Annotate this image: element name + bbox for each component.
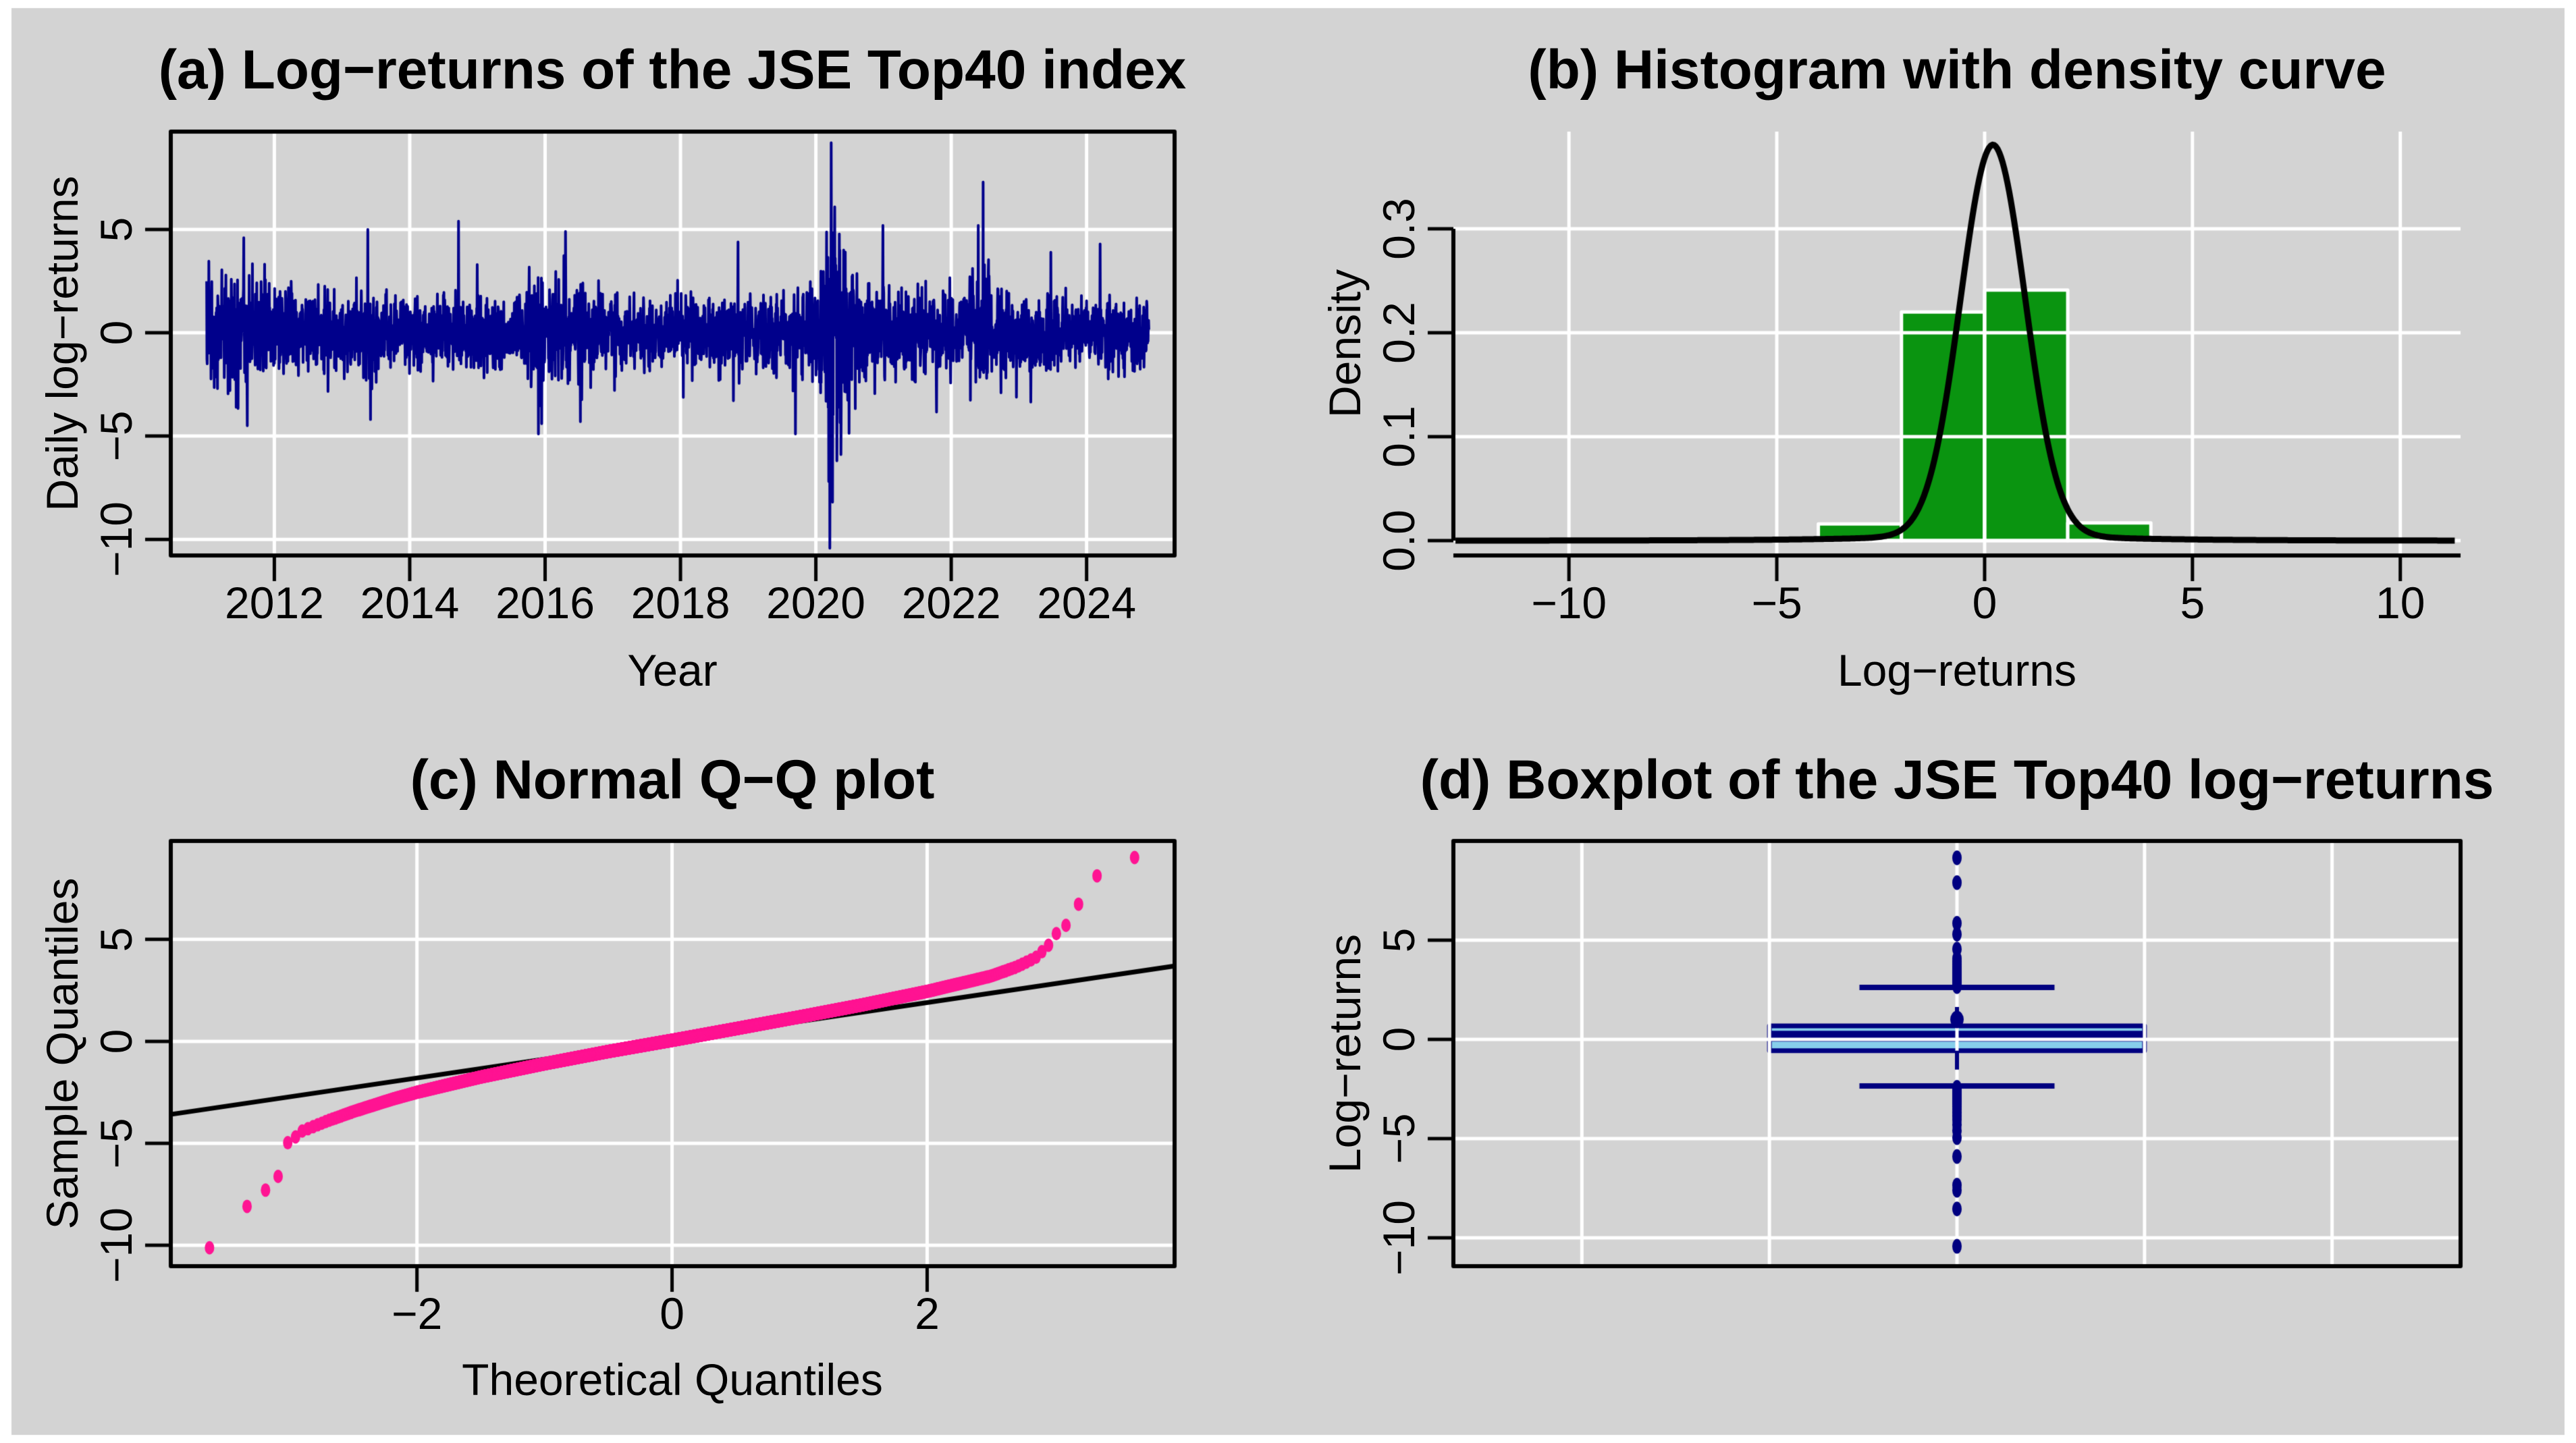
- panel-b-x-tick-label: 5: [2180, 578, 2205, 628]
- panel-a-x-tick-label: 2020: [766, 578, 865, 628]
- panel-b-y-tick-label: 0.1: [1374, 406, 1424, 468]
- panel-b-title: (b) Histogram with density curve: [1528, 39, 2386, 101]
- panel-a-title: (a) Log−returns of the JSE Top40 index: [158, 39, 1187, 101]
- panel-a-x-tick-label: 2016: [495, 578, 595, 628]
- panel-a-x-tick-label: 2012: [224, 578, 324, 628]
- panel-a-ylabel: Daily log−returns: [37, 175, 87, 512]
- panel-b-ylabel: Density: [1320, 269, 1370, 418]
- panel-a-y-tick-label: 0: [91, 320, 141, 346]
- panel-a-xlabel: Year: [627, 645, 718, 695]
- panel-d-y-tick-label: −10: [1374, 1199, 1424, 1276]
- panel-a-x-tick-label: 2022: [901, 578, 1001, 628]
- panel-a-y-tick-label: 5: [91, 217, 141, 242]
- panel-b-y-tick-label: 0.0: [1374, 510, 1424, 572]
- panel-a-x-tick-label: 2018: [630, 578, 730, 628]
- panel-c-y-tick-label: −10: [91, 1207, 141, 1283]
- panel-a-x-tick-label: 2024: [1037, 578, 1137, 628]
- panel-a-y-tick-label: −5: [91, 410, 141, 462]
- panel-c-x-tick-label: 0: [660, 1288, 685, 1338]
- panel-d-y-tick-label: −5: [1374, 1113, 1424, 1164]
- panel-c-y-tick-label: 0: [91, 1029, 141, 1054]
- panel-b-y-tick-label: 0.2: [1374, 302, 1424, 364]
- panel-c-ylabel: Sample Quantiles: [37, 877, 87, 1230]
- panel-b-y-tick-label: 0.3: [1374, 198, 1424, 260]
- panel-a-x-tick-label: 2014: [360, 578, 460, 628]
- panel-c-title: (c) Normal Q−Q plot: [410, 749, 935, 811]
- panel-c-xlabel: Theoretical Quantiles: [462, 1355, 883, 1405]
- panel-b-x-tick-label: 0: [1972, 578, 1997, 628]
- panel-b-x-tick-label: −5: [1751, 578, 1802, 628]
- panel-d-title: (d) Boxplot of the JSE Top40 log−returns: [1420, 749, 2494, 811]
- panel-b-x-tick-label: 10: [2375, 578, 2425, 628]
- panel-d-ylabel: Log−returns: [1320, 933, 1370, 1174]
- panel-b-x-tick-label: −10: [1531, 578, 1607, 628]
- panel-d-y-tick-label: 5: [1374, 927, 1424, 953]
- panel-c-x-tick-label: −2: [392, 1288, 443, 1338]
- panel-c-y-tick-label: 5: [91, 927, 141, 952]
- panel-d-y-tick-label: 0: [1374, 1027, 1424, 1052]
- panel-a-y-tick-label: −10: [91, 501, 141, 578]
- panel-c-x-tick-label: 2: [915, 1288, 940, 1338]
- panel-c-y-tick-label: −5: [91, 1118, 141, 1169]
- panel-b-xlabel: Log−returns: [1837, 645, 2077, 695]
